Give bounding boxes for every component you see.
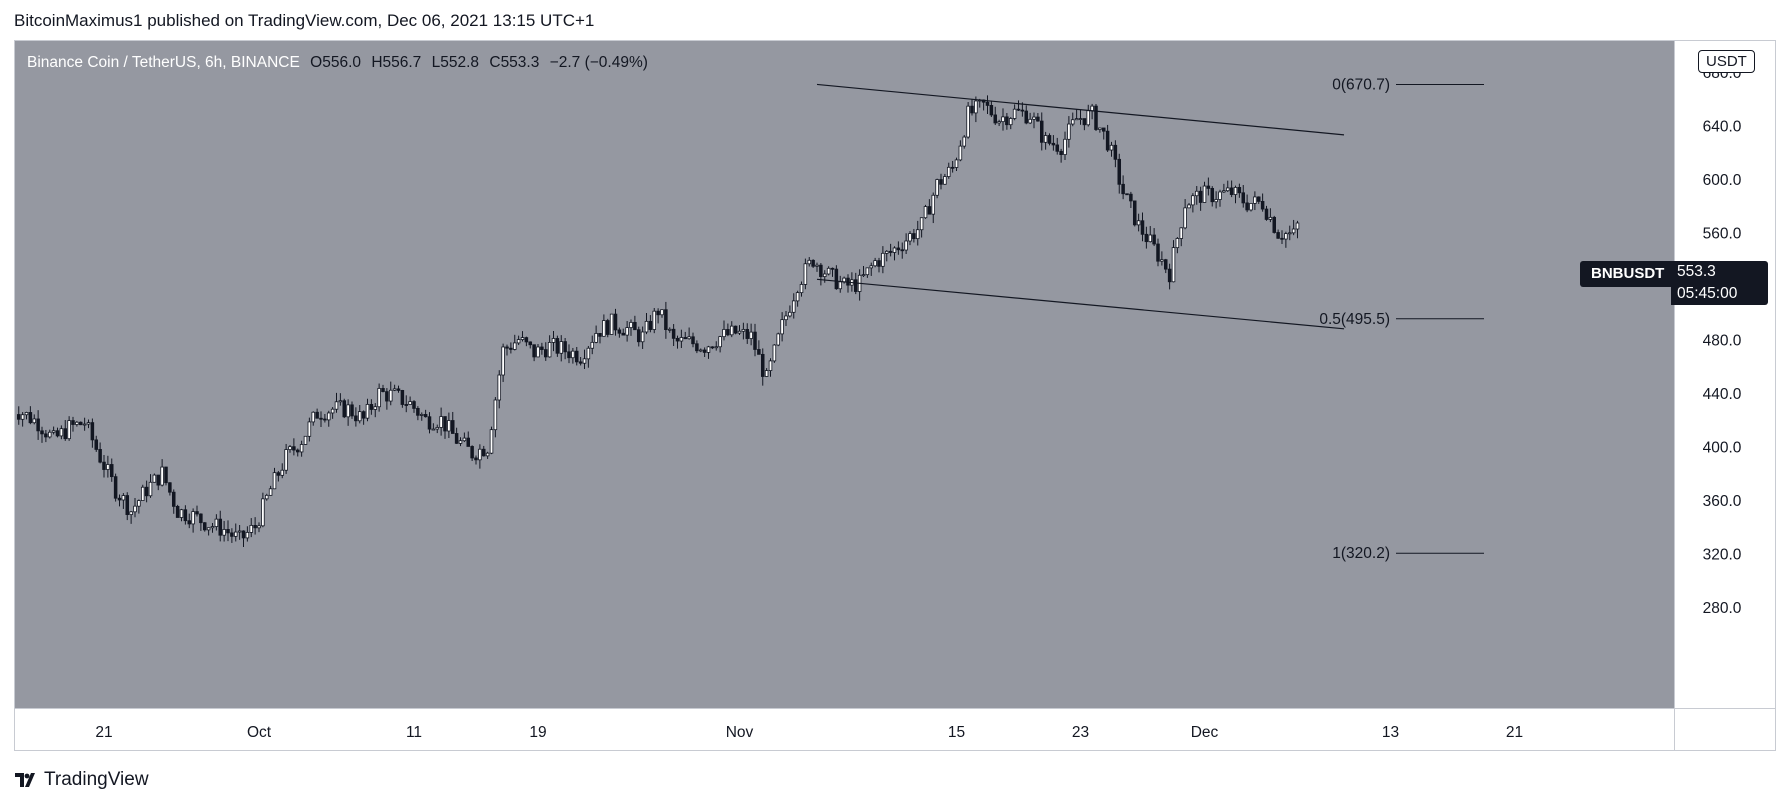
time-scale[interactable] <box>15 708 1674 750</box>
high-label: H <box>371 54 383 71</box>
symbol-description: Binance Coin / TetherUS, 6h, BINANCE <box>27 54 300 71</box>
price-scale[interactable] <box>1674 41 1775 708</box>
close-value: 553.3 <box>500 54 540 71</box>
low-label: L <box>431 54 441 71</box>
publisher-line: BitcoinMaximus1 published on TradingView… <box>14 11 595 30</box>
open-value: 556.0 <box>322 54 361 71</box>
tradingview-logo[interactable]: TradingView <box>15 769 149 791</box>
plot-area[interactable] <box>15 41 1674 708</box>
open-label: O <box>310 54 323 71</box>
tradingview-logo-icon <box>15 773 35 787</box>
low-value: 552.8 <box>440 54 480 71</box>
scale-corner <box>1674 708 1775 750</box>
brand-name: TradingView <box>44 769 149 790</box>
close-label: C <box>489 54 501 71</box>
change-value: −2.7 (−0.49%) <box>549 54 648 71</box>
symbol-legend: Binance Coin / TetherUS, 6h, BINANCE O55… <box>27 54 648 72</box>
last-price-badge: 553.3 05:45:00 <box>1671 261 1768 305</box>
last-price: 553.3 <box>1677 263 1716 280</box>
symbol-badge: BNBUSDT <box>1580 261 1676 287</box>
bar-countdown: 05:45:00 <box>1677 285 1738 302</box>
currency-button[interactable]: USDT <box>1698 50 1755 73</box>
high-value: 556.7 <box>382 54 422 71</box>
